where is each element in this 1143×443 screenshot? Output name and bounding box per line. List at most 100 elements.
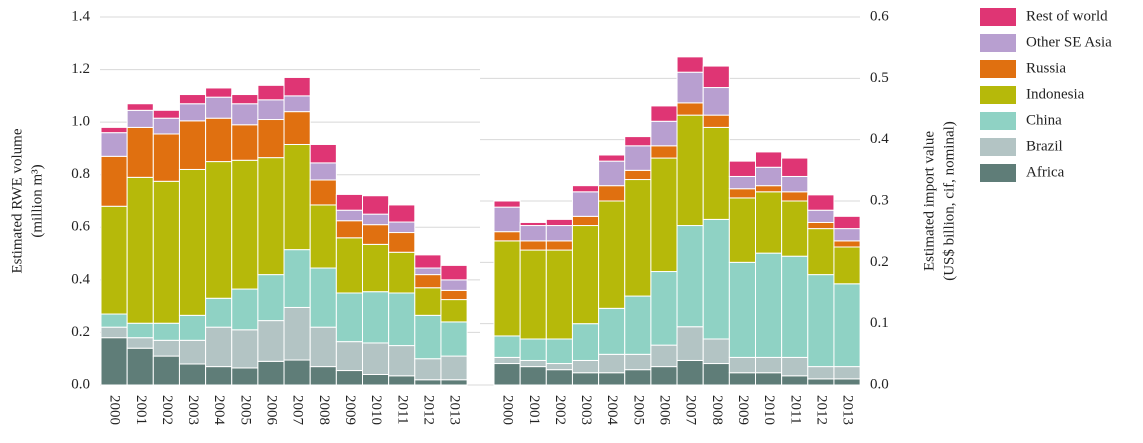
bar-segment (571, 323, 600, 361)
bar-segment (178, 314, 207, 341)
bar-segment (676, 225, 704, 328)
bar-segment (309, 204, 337, 269)
bar-segment (807, 366, 835, 380)
bar-segment (728, 372, 756, 386)
bar-segment (545, 240, 573, 251)
bar-segment (257, 119, 285, 159)
bar-segment (624, 295, 652, 355)
x-tick-label: 2003 (185, 395, 201, 425)
bar-segment (205, 96, 233, 119)
bar-segment (493, 206, 521, 233)
bar-segment (676, 114, 704, 227)
x-tick-label: 2008 (316, 395, 332, 425)
bar-segment (728, 188, 756, 199)
bar-segment (335, 193, 364, 211)
y2-axis-label: Estimated import value (921, 131, 937, 271)
bar-segment (781, 157, 809, 177)
bar-segment (676, 102, 704, 116)
bar-segment (283, 306, 311, 361)
x-tick-label: 2013 (840, 395, 856, 425)
bar-segment (545, 363, 573, 371)
bar-segment (414, 287, 442, 316)
bar-segment (178, 120, 207, 170)
bar-segment (493, 231, 521, 242)
x-tick-label: 2012 (420, 395, 436, 425)
bar-segment (545, 369, 573, 386)
y-tick-label: 1.4 (71, 8, 90, 24)
bar-segment (362, 224, 390, 245)
bar-segment (362, 342, 390, 375)
bar-segment (100, 155, 128, 207)
bar-segment (598, 372, 626, 386)
x-tick-label: 2004 (211, 395, 227, 426)
bar-segment (362, 291, 390, 344)
bar-segment (309, 267, 337, 328)
bar-segment (414, 379, 442, 386)
x-tick-label: 2005 (237, 395, 253, 425)
bar-segment (152, 355, 180, 386)
bar-segment (519, 221, 547, 227)
bar-segment (755, 185, 783, 193)
bar-segment (205, 326, 233, 368)
bar-segment (362, 195, 390, 215)
legend-label: Indonesia (1026, 86, 1085, 102)
bar-segment (178, 168, 207, 316)
bar-segment (388, 232, 416, 253)
bar-segment (833, 246, 861, 285)
bar-segment (362, 373, 390, 386)
bar-segment (755, 191, 783, 254)
y-axis-label: (million m³) (29, 164, 45, 237)
bar-segment (519, 225, 547, 242)
bar-segment (414, 267, 442, 276)
bar-segment (833, 283, 861, 368)
bar-segment (126, 337, 154, 349)
bar-segment (440, 264, 468, 281)
bar-segment (493, 240, 521, 337)
bar-segment (178, 94, 207, 105)
y2-tick-label: 0.3 (870, 192, 889, 208)
x-tick-label: 2011 (787, 395, 803, 424)
bar-segment (440, 355, 468, 381)
legend-swatch (980, 34, 1016, 52)
bar-segment (571, 359, 600, 374)
y-tick-label: 0.6 (71, 219, 90, 235)
bar-segment (728, 261, 756, 358)
y-tick-label: 0.0 (71, 376, 90, 392)
bar-segment (519, 249, 547, 340)
bar-segment (309, 366, 337, 386)
bar-segment (624, 353, 652, 371)
bar-segment (702, 338, 730, 365)
bar-segment (571, 225, 600, 325)
bar-segment (571, 185, 600, 193)
x-tick-label: 2008 (709, 395, 725, 425)
bar-segment (676, 326, 704, 361)
bar-segment (519, 338, 547, 361)
legend-label: Other SE Asia (1026, 34, 1112, 50)
bar-segment (335, 220, 364, 239)
bar-segment (362, 213, 390, 226)
bar-segment (231, 329, 259, 369)
bar-segment (152, 117, 180, 135)
y-tick-label: 1.0 (71, 114, 90, 130)
bar-segment (100, 132, 128, 157)
bar-segment (335, 209, 364, 222)
bar-segment (100, 313, 128, 328)
y2-tick-label: 0.1 (870, 315, 889, 331)
legend-label: Brazil (1026, 138, 1063, 154)
bar-segment (335, 237, 364, 294)
bar-segment (650, 271, 678, 346)
x-tick-label: 2010 (368, 395, 384, 425)
y-tick-label: 0.4 (71, 271, 90, 287)
bar-segment (598, 160, 626, 187)
bar-segment (807, 194, 835, 211)
legend-label: Rest of world (1026, 8, 1108, 24)
bar-segment (205, 117, 233, 163)
bar-segment (493, 363, 521, 386)
bar-segment (545, 338, 573, 365)
bar-segment (283, 359, 311, 386)
bar-segment (126, 347, 154, 386)
bar-segment (152, 180, 180, 324)
bar-segment (178, 363, 207, 386)
bar-segment (545, 249, 573, 340)
bar-segment (257, 99, 285, 121)
